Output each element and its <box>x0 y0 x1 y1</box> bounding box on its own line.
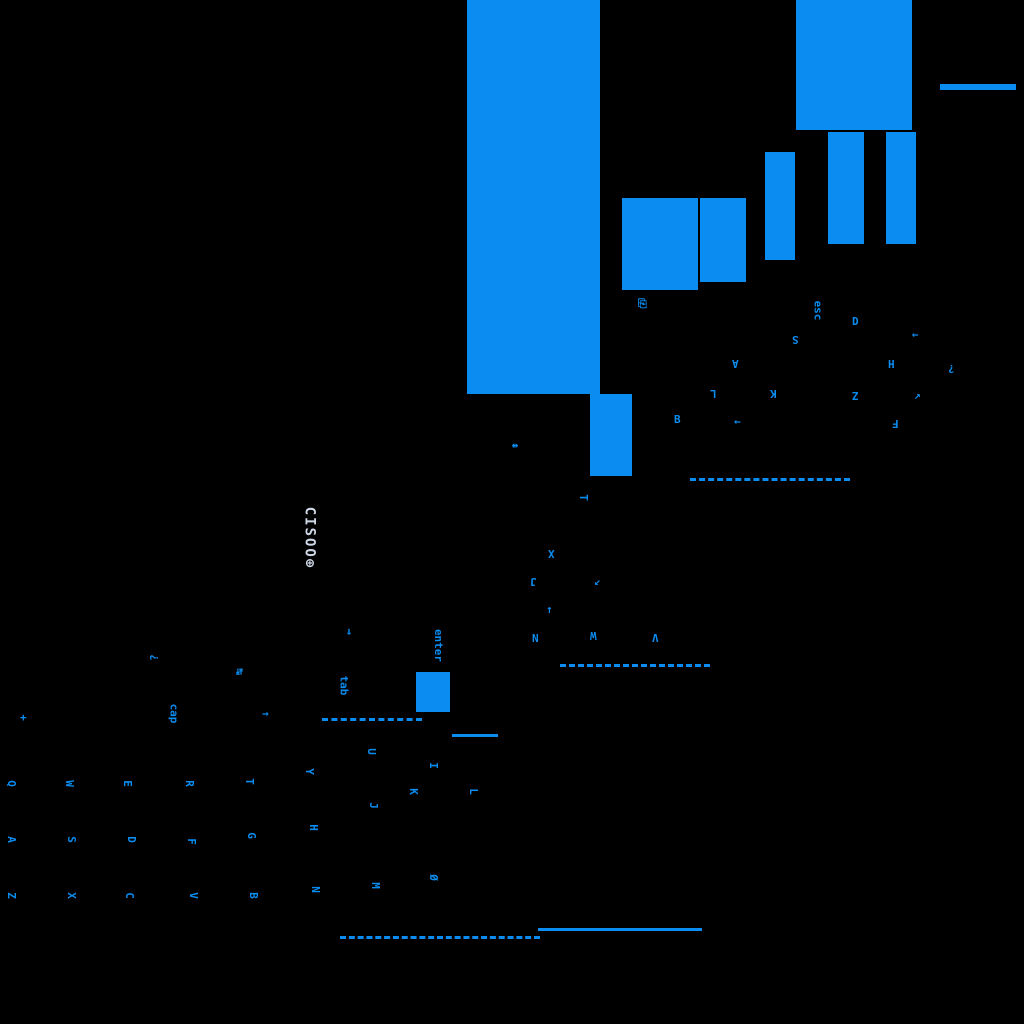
key-label: W <box>590 629 597 642</box>
key-label: L <box>466 788 480 795</box>
row-dash-d <box>322 718 422 721</box>
key-label: L <box>710 387 717 400</box>
key-label: B <box>246 892 260 899</box>
large-panel-right <box>796 0 912 130</box>
key-label: R <box>182 780 196 787</box>
small-square-key <box>416 672 450 712</box>
key-label: A <box>732 357 739 370</box>
key-label: H <box>888 357 895 370</box>
bar-3 <box>886 132 916 244</box>
key-label: ? <box>948 362 955 375</box>
sliver-right <box>940 84 1016 90</box>
key-label: N <box>308 886 322 893</box>
bar-1 <box>765 152 795 260</box>
key-label: D <box>124 836 138 843</box>
block-key-cluster <box>622 198 698 290</box>
key-label: + <box>20 711 27 724</box>
key-label: W <box>62 780 76 787</box>
key-label: A <box>4 836 18 843</box>
key-label: X <box>64 892 78 899</box>
key-label: S <box>64 836 78 843</box>
key-label: Q <box>4 780 18 787</box>
key-label: B <box>674 413 681 426</box>
row-line-b <box>452 734 498 737</box>
key-label: cap <box>167 703 181 724</box>
key-label: I <box>426 762 440 769</box>
key-label: ¿ <box>148 654 162 661</box>
large-panel-left <box>467 0 600 394</box>
key-label: → <box>912 329 919 342</box>
key-label: ↗ <box>914 389 921 402</box>
key-label: N <box>532 631 539 644</box>
key-label: V <box>652 631 659 644</box>
key-label: U <box>364 748 378 755</box>
key-label: F <box>892 417 899 430</box>
key-label: J <box>530 575 537 588</box>
key-label: T <box>242 778 256 785</box>
key-label: ↙ <box>594 575 601 588</box>
tab-block <box>590 394 632 476</box>
key-label: tab <box>337 675 351 696</box>
key-label: F <box>184 838 198 845</box>
key-label: J <box>366 802 380 809</box>
bar-2 <box>828 132 864 244</box>
key-label: Z <box>852 389 859 402</box>
row-dash-b <box>560 664 710 667</box>
key-label: ↹ <box>232 668 246 675</box>
row-line-a <box>538 928 702 931</box>
key-label: X <box>548 547 555 560</box>
key-label: H <box>306 824 320 831</box>
key-label: ↑ <box>546 603 553 616</box>
key-label: D <box>852 315 859 328</box>
key-label: V <box>186 892 200 899</box>
key-label: S <box>792 333 799 346</box>
key-label: Ø <box>426 874 440 881</box>
key-label: ⇞ <box>508 442 522 449</box>
key-label: Z <box>4 892 18 899</box>
key-label: ← <box>734 415 741 428</box>
key-label: K <box>770 387 777 400</box>
row-dash-c <box>690 478 850 481</box>
block-key-cluster-2 <box>700 198 746 282</box>
key-label: C <box>122 892 136 899</box>
key-label: T <box>576 494 590 501</box>
status-overlay-text: CISOO⊕ <box>301 506 318 570</box>
key-label: E <box>120 780 134 787</box>
key-label: esc <box>811 300 825 321</box>
row-dash-a <box>340 936 540 939</box>
key-label: → <box>262 707 269 720</box>
key-label: K <box>406 788 420 795</box>
key-label: G <box>244 832 258 839</box>
key-label: Y <box>302 768 316 775</box>
key-label: M <box>368 882 382 889</box>
key-label: ⎘ <box>638 297 647 310</box>
key-label: ⇝ <box>342 628 356 635</box>
key-label: enter <box>432 628 446 663</box>
